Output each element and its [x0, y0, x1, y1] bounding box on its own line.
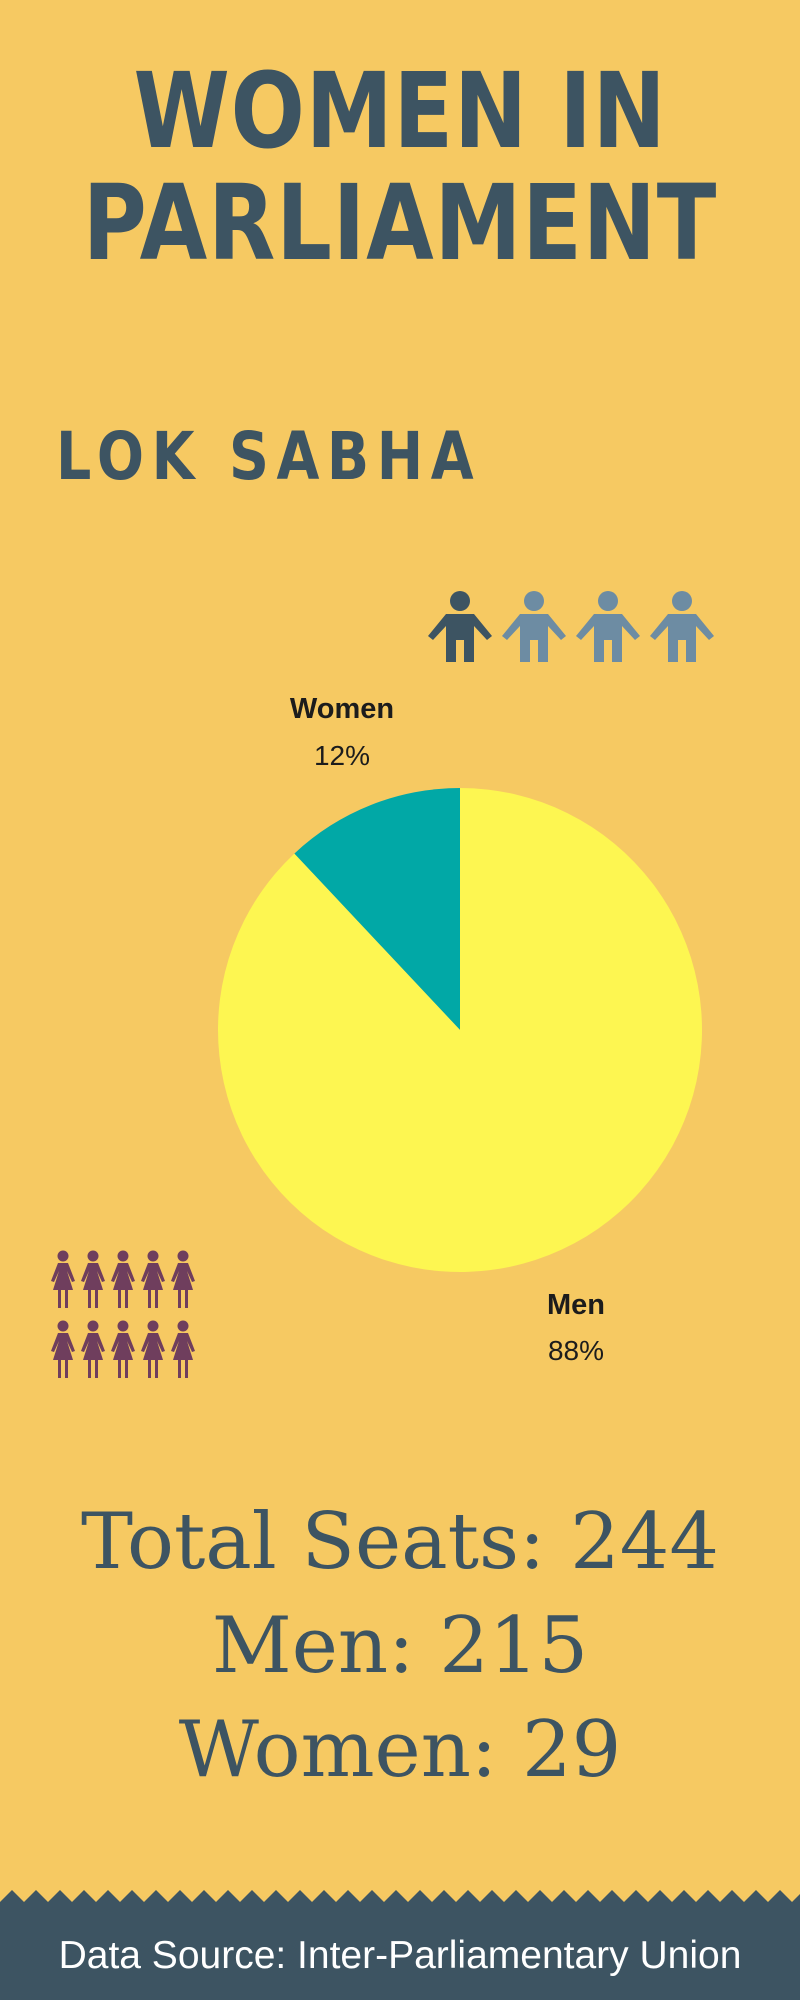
woman-icon	[141, 1320, 165, 1378]
woman-icon	[111, 1320, 135, 1378]
women-icon-group	[51, 1250, 195, 1378]
footer-source: Data Source: Inter-Parliamentary Union	[58, 1934, 742, 1977]
woman-icon	[171, 1250, 195, 1308]
man-icon	[576, 591, 640, 662]
slice-label-women: Women	[290, 693, 394, 725]
men-icon-group	[428, 591, 714, 662]
man-icon	[650, 591, 714, 662]
title-line-1: WOMEN IN	[133, 50, 667, 172]
woman-icon	[141, 1250, 165, 1308]
woman-icon	[171, 1320, 195, 1378]
woman-icon	[81, 1320, 105, 1378]
women-seats-stat: Women: 29	[178, 1705, 622, 1795]
footer-band	[0, 1890, 800, 2000]
pie-slice-men	[218, 788, 702, 1272]
seat-stats: Total Seats: 244 Men: 215 Women: 29	[0, 1490, 800, 1802]
slice-value-women: 12%	[314, 740, 370, 771]
section-title: LOK SABHA	[56, 418, 482, 495]
slice-label-men: Men	[547, 1289, 605, 1321]
woman-icon	[111, 1250, 135, 1308]
men-seats-stat: Men: 215	[211, 1601, 589, 1691]
title-line-2: PARLIAMENT	[82, 162, 718, 284]
man-icon	[428, 591, 492, 662]
slice-value-men: 88%	[548, 1335, 604, 1366]
footer-background	[0, 1890, 800, 2000]
woman-icon	[81, 1250, 105, 1308]
pie-slice-women	[294, 788, 460, 1030]
total-seats-stat: Total Seats: 244	[81, 1497, 719, 1587]
man-icon	[502, 591, 566, 662]
woman-icon	[51, 1250, 75, 1308]
woman-icon	[51, 1320, 75, 1378]
page-title: WOMEN IN PARLIAMENT	[64, 55, 736, 279]
